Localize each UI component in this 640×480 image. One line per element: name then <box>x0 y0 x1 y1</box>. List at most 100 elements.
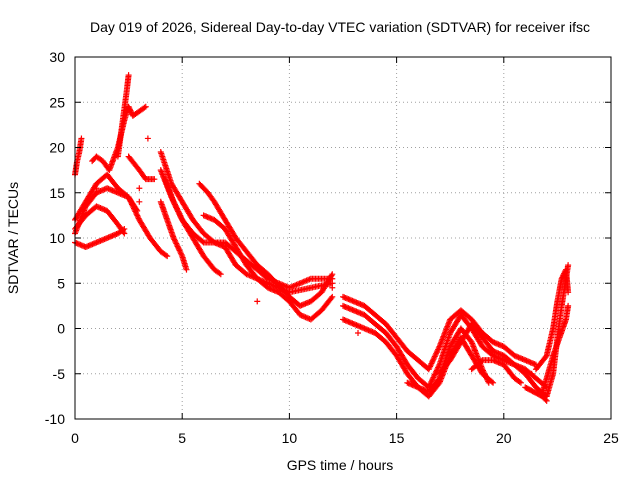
data-point <box>162 252 169 259</box>
data-point <box>328 272 335 279</box>
data-point <box>177 214 184 221</box>
series-outlier <box>93 135 535 377</box>
data-point <box>136 198 143 205</box>
data-point <box>329 284 336 291</box>
data-point <box>121 230 128 237</box>
y-tick-label: -5 <box>53 366 66 382</box>
y-tick-label: -10 <box>45 411 65 427</box>
data-point <box>164 253 171 260</box>
data-point <box>565 289 572 296</box>
x-tick-label: 25 <box>603 430 619 446</box>
data-point <box>173 204 180 211</box>
data-point <box>199 238 206 245</box>
series-track-4 <box>72 203 128 237</box>
data-point <box>172 202 179 209</box>
data-point <box>565 262 572 269</box>
data-point <box>120 229 127 236</box>
data-point <box>172 239 179 246</box>
data-point <box>542 353 549 360</box>
y-tick-label: 30 <box>49 49 65 65</box>
data-point <box>488 378 495 385</box>
axis-ticks: 0 5 10 15 20 25 -10 -5 0 5 10 15 20 25 30 <box>45 49 619 446</box>
data-point <box>177 212 184 219</box>
data-point <box>478 358 485 365</box>
y-tick-label: 15 <box>49 185 65 201</box>
data-point <box>355 330 362 337</box>
data-point <box>170 198 177 205</box>
data-point <box>177 248 184 255</box>
data-point <box>329 293 336 300</box>
chart-title: Day 019 of 2026, Sidereal Day-to-day VTE… <box>90 19 590 35</box>
data-point <box>173 241 180 248</box>
data-point <box>217 271 224 278</box>
data-point <box>93 185 100 192</box>
series-track-8 <box>125 153 158 183</box>
data-point <box>176 211 183 218</box>
x-tick-label: 0 <box>71 430 79 446</box>
data-point <box>173 205 180 212</box>
data-point <box>517 379 524 386</box>
series-track-22 <box>522 384 550 404</box>
data-point <box>543 397 550 404</box>
data-point <box>177 250 184 257</box>
data-point <box>528 370 535 377</box>
data-point <box>170 235 177 241</box>
series-track-13 <box>196 180 336 309</box>
data-point <box>178 251 185 258</box>
data-point <box>144 135 151 142</box>
data-point <box>125 72 132 79</box>
y-tick-label: 25 <box>49 94 65 110</box>
x-tick-label: 15 <box>389 430 405 446</box>
data-point <box>183 266 190 273</box>
data-point <box>171 200 178 207</box>
data-point <box>175 208 182 215</box>
data-point <box>133 206 140 213</box>
series-track-23 <box>468 357 524 386</box>
data-point <box>328 295 335 302</box>
y-tick-label: 5 <box>57 275 65 291</box>
data-point <box>78 135 85 142</box>
data-point <box>542 396 549 403</box>
x-axis-label: GPS time / hours <box>287 457 394 473</box>
y-tick-label: 20 <box>49 140 65 156</box>
x-tick-label: 20 <box>496 430 512 446</box>
data-point <box>173 240 180 247</box>
data-point <box>151 176 158 183</box>
gridlines <box>75 57 611 419</box>
data-point <box>136 185 143 192</box>
data-point <box>171 201 178 208</box>
x-tick-label: 10 <box>282 430 298 446</box>
data-point <box>254 298 261 305</box>
data-point <box>175 209 182 216</box>
data-point <box>216 270 223 277</box>
series-track-11 <box>162 176 224 278</box>
data-point <box>142 103 149 110</box>
data-point <box>286 298 293 305</box>
data-points <box>72 72 572 404</box>
series-track-21 <box>539 302 572 395</box>
data-point <box>141 104 148 111</box>
data-point <box>175 246 182 253</box>
data-point <box>516 378 523 385</box>
x-tick-label: 5 <box>178 430 186 446</box>
data-point <box>171 236 178 243</box>
y-tick-label: 10 <box>49 230 65 246</box>
y-tick-label: 0 <box>57 321 65 337</box>
data-point <box>171 237 178 244</box>
series-track-12 <box>157 198 190 273</box>
series-track-18 <box>340 316 497 400</box>
series-track-14 <box>200 212 336 323</box>
series-track-20 <box>532 266 572 373</box>
data-point <box>174 243 181 250</box>
series-track-2 <box>72 171 141 223</box>
y-axis-label: SDTVAR / TECUs <box>5 182 21 294</box>
data-point <box>175 244 182 251</box>
data-point <box>565 302 572 309</box>
data-point <box>490 379 497 386</box>
data-point <box>134 207 141 214</box>
data-point <box>174 207 181 214</box>
data-point <box>176 247 183 254</box>
data-point <box>329 271 336 278</box>
series-track-7 <box>114 72 132 160</box>
